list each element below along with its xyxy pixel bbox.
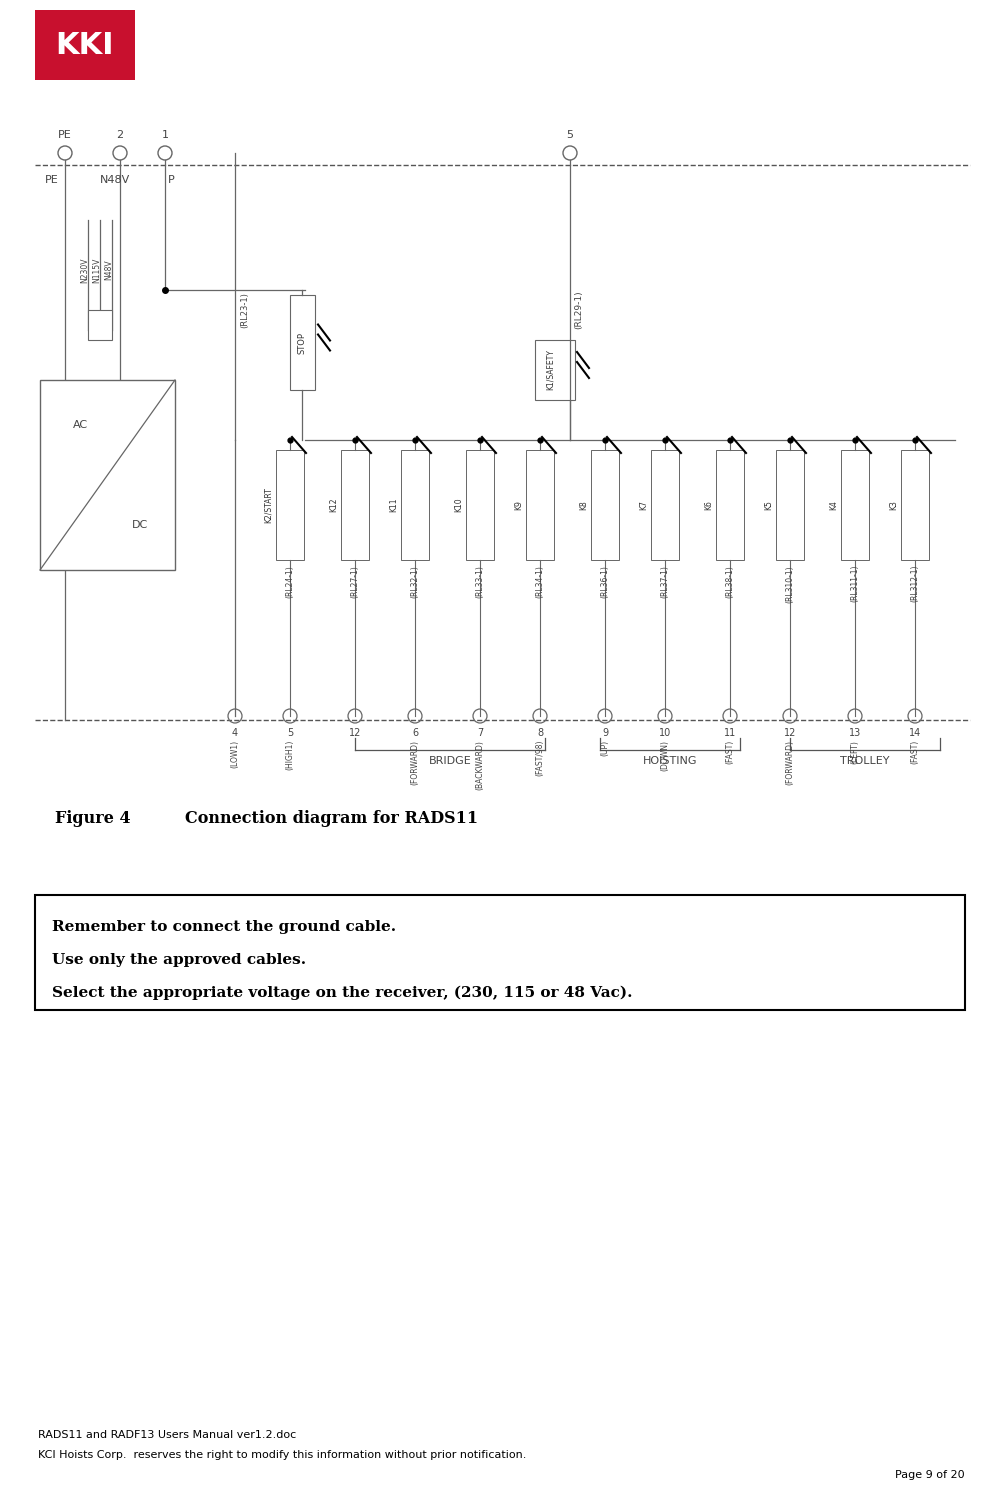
Text: 1: 1 — [161, 131, 168, 140]
Bar — [651, 451, 679, 560]
Text: (RL38-1): (RL38-1) — [725, 565, 734, 598]
Text: BRIDGE: BRIDGE — [429, 756, 471, 766]
Bar — [290, 294, 315, 391]
Text: (RL27-1): (RL27-1) — [351, 565, 360, 598]
Text: (FAST/98): (FAST/98) — [535, 740, 544, 777]
Text: (FORWARD): (FORWARD) — [411, 740, 420, 786]
Text: (LOW1): (LOW1) — [230, 740, 239, 768]
Text: (RL37-1): (RL37-1) — [660, 565, 669, 598]
Text: KKI: KKI — [56, 30, 114, 60]
Text: Page 9 of 20: Page 9 of 20 — [896, 1470, 965, 1479]
Text: K2/START: K2/START — [264, 487, 273, 523]
Text: (RL36-1): (RL36-1) — [600, 565, 609, 598]
Text: (DOWN): (DOWN) — [660, 740, 669, 771]
Text: 5: 5 — [566, 131, 573, 140]
Text: STOP: STOP — [298, 332, 307, 353]
Text: (RL34-1): (RL34-1) — [535, 565, 544, 598]
Bar — [841, 451, 869, 560]
Text: 2: 2 — [116, 131, 123, 140]
Text: 10: 10 — [659, 728, 671, 737]
Bar — [341, 451, 369, 560]
Text: Select the appropriate voltage on the receiver, (230, 115 or 48 Vac).: Select the appropriate voltage on the re… — [52, 985, 632, 1000]
Bar — [535, 339, 575, 400]
Text: Remember to connect the ground cable.: Remember to connect the ground cable. — [52, 921, 396, 934]
Text: TROLLEY: TROLLEY — [841, 756, 890, 766]
Text: K8: K8 — [579, 500, 588, 509]
Text: KCI Hoists Corp.  reserves the right to modify this information without prior no: KCI Hoists Corp. reserves the right to m… — [38, 1449, 526, 1460]
Text: Figure 4: Figure 4 — [55, 810, 130, 828]
Text: (FAST): (FAST) — [725, 740, 734, 765]
Text: (UP): (UP) — [600, 740, 609, 756]
Bar — [35, 895, 965, 1009]
Text: RADS11 and RADF13 Users Manual ver1.2.doc: RADS11 and RADF13 Users Manual ver1.2.do… — [38, 1430, 297, 1440]
Text: (RL310-1): (RL310-1) — [786, 565, 795, 602]
Text: (FAST): (FAST) — [911, 740, 920, 765]
Text: 12: 12 — [349, 728, 361, 737]
Text: 14: 14 — [909, 728, 921, 737]
Text: (RL32-1): (RL32-1) — [411, 565, 420, 598]
Text: 8: 8 — [537, 728, 543, 737]
Text: (RL312-1): (RL312-1) — [911, 565, 920, 602]
Bar — [88, 309, 112, 339]
Text: 13: 13 — [849, 728, 861, 737]
Text: (RL29-1): (RL29-1) — [574, 291, 583, 329]
Bar — [526, 451, 554, 560]
Bar — [591, 451, 619, 560]
Bar — [776, 451, 804, 560]
Bar — [40, 380, 175, 569]
Text: Connection diagram for RADS11: Connection diagram for RADS11 — [185, 810, 478, 828]
Bar — [276, 451, 304, 560]
Text: 11: 11 — [723, 728, 736, 737]
Text: (BACKWARD): (BACKWARD) — [476, 740, 485, 790]
Text: P: P — [168, 176, 174, 185]
Text: N48V: N48V — [104, 260, 113, 281]
Text: 7: 7 — [477, 728, 483, 737]
Bar — [901, 451, 929, 560]
Text: AC: AC — [72, 421, 87, 430]
Text: (FORWARD): (FORWARD) — [786, 740, 795, 786]
Text: PE: PE — [58, 131, 72, 140]
Text: 5: 5 — [287, 728, 294, 737]
Text: (LEFT): (LEFT) — [851, 740, 860, 765]
Text: K1/SAFETY: K1/SAFETY — [545, 350, 554, 391]
Text: K10: K10 — [454, 497, 463, 512]
Text: K5: K5 — [764, 500, 773, 511]
Text: K4: K4 — [829, 500, 838, 511]
Bar — [716, 451, 744, 560]
Text: (RL24-1): (RL24-1) — [286, 565, 295, 598]
Bar — [466, 451, 494, 560]
Text: (RL311-1): (RL311-1) — [851, 565, 860, 602]
Text: 9: 9 — [602, 728, 608, 737]
Text: K3: K3 — [889, 500, 898, 511]
Text: Use only the approved cables.: Use only the approved cables. — [52, 952, 307, 967]
Text: (RL23-1): (RL23-1) — [240, 291, 249, 327]
Bar — [35, 11, 135, 80]
Text: N230V: N230V — [80, 257, 89, 282]
Text: K11: K11 — [389, 497, 398, 512]
Text: K6: K6 — [704, 500, 713, 511]
Bar — [401, 451, 429, 560]
Text: N48V: N48V — [100, 176, 130, 185]
Text: 6: 6 — [412, 728, 418, 737]
Text: K12: K12 — [329, 497, 338, 512]
Text: 4: 4 — [231, 728, 238, 737]
Text: (RL33-1): (RL33-1) — [476, 565, 485, 598]
Text: HOISTING: HOISTING — [642, 756, 697, 766]
Text: (HIGH1): (HIGH1) — [286, 740, 295, 771]
Text: K7: K7 — [639, 500, 648, 511]
Text: PE: PE — [45, 176, 59, 185]
Text: 12: 12 — [784, 728, 797, 737]
Text: K9: K9 — [514, 500, 523, 511]
Text: DC: DC — [132, 520, 148, 530]
Text: N115V: N115V — [92, 257, 101, 282]
